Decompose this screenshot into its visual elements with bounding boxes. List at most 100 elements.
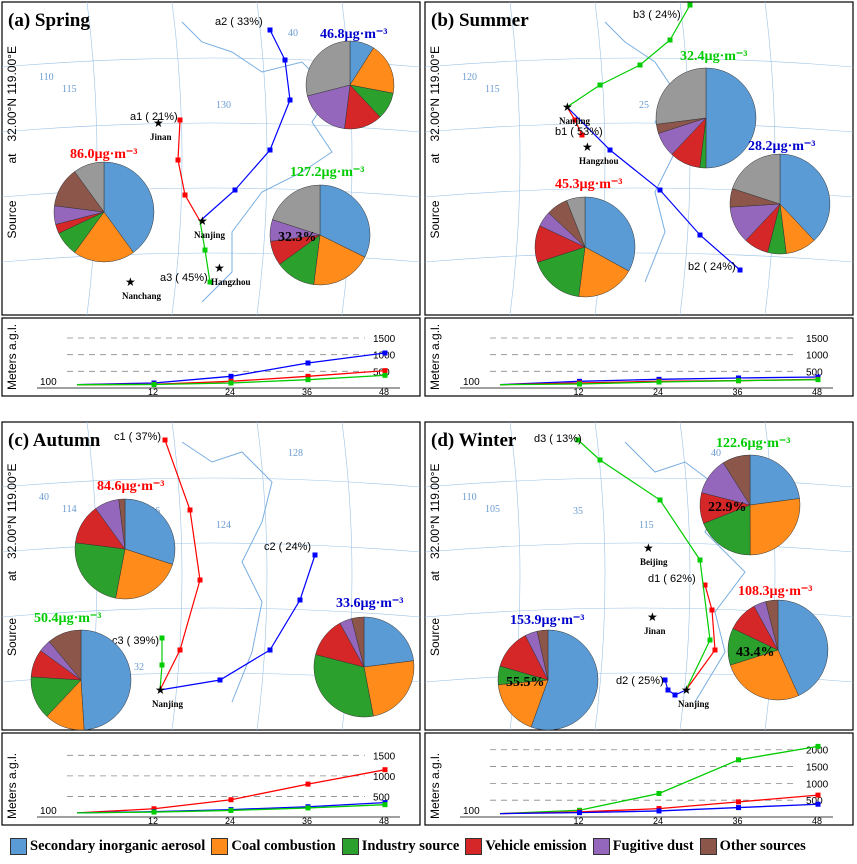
map-grid-label: 115 [62, 84, 77, 95]
pie-percent-label: 22.9% [708, 500, 747, 515]
meridian-line [86, 1, 98, 316]
pie-slice [497, 679, 549, 728]
height-xtick: 12 [574, 816, 584, 826]
city-label: Beijing [640, 557, 668, 567]
pie-slice [537, 246, 586, 297]
pie-slice [272, 184, 321, 236]
map-grid-label: 25 [639, 100, 649, 111]
height-series-point [305, 360, 311, 366]
trajectory-point [297, 597, 303, 603]
trajectory-label: d2 ( 25%) [616, 675, 664, 687]
height-series-point [656, 808, 662, 814]
trajectory-point [709, 607, 715, 613]
trajectory-point [182, 192, 188, 198]
legend-label: Vehicle emission [485, 837, 587, 854]
trajectory-point [175, 157, 181, 163]
pie-slice [530, 629, 599, 731]
panel-title: (a) Spring [8, 10, 90, 31]
pie-slice [732, 153, 781, 205]
pie-slice [351, 616, 365, 668]
city-star-icon: ★ [155, 683, 166, 697]
height-xtick: 12 [148, 816, 158, 826]
trajectory-point [672, 692, 678, 698]
pie-slice [779, 153, 831, 241]
panel-4: 105110115403530(d) WinterSourceat32.00°N… [424, 421, 854, 826]
height-series-point [736, 805, 741, 811]
height-ytick: 500 [373, 367, 390, 378]
legend-item-sia: Secondary inorganic aerosol [10, 837, 205, 855]
trajectory-label: d1 ( 62%) [648, 573, 696, 585]
side-axis-source: Source [428, 618, 442, 656]
pie-concentration-label: 153.9µg·m⁻³ [510, 613, 584, 628]
height-xtick: 36 [733, 387, 743, 397]
height-series-point [151, 806, 157, 812]
height-ytick: 1000 [373, 351, 396, 362]
parallel-line [1, 477, 421, 488]
height-xtick: 36 [302, 387, 312, 397]
city-label: Nanjing [559, 116, 591, 126]
pie-percent-label: 32.3% [278, 230, 317, 245]
height-base-label: 100 [463, 806, 480, 817]
height-xtick: 48 [812, 387, 822, 397]
height-series-point [736, 378, 741, 384]
legend-item-dust: Fugitive dust [592, 837, 694, 855]
meridian-line [509, 1, 521, 316]
legend-swatch-sia [10, 837, 27, 855]
height-ytick: 500 [373, 792, 390, 803]
trajectory-label: d3 ( 13%) [534, 433, 582, 445]
height-series-point [305, 377, 311, 383]
side-axis-at: at [428, 570, 442, 581]
height-series-point [815, 792, 821, 798]
side-axis-coord: 32.00°N 119.00°E [5, 464, 19, 559]
height-series-point [228, 797, 234, 803]
legend: Secondary inorganic aerosol Coal combust… [10, 835, 850, 857]
trajectory-point [697, 232, 703, 238]
height-series-point [228, 373, 234, 379]
trajectory-point [267, 27, 273, 33]
pie-slice [705, 67, 757, 169]
pie-slice [363, 660, 415, 717]
pie-concentration-label: 86.0µg·m⁻³ [70, 147, 137, 162]
pie-concentration-label: 84.6µg·m⁻³ [97, 479, 164, 494]
pie-slice [307, 84, 351, 129]
trajectory-point [282, 57, 288, 63]
trajectory-point [202, 247, 208, 253]
parallel-line [1, 607, 421, 618]
pie-slice [777, 599, 829, 696]
height-series-point [382, 350, 388, 356]
height-series-point [382, 368, 388, 374]
trajectory-label: c2 ( 24%) [264, 541, 311, 553]
height-series-point [815, 801, 821, 807]
trajectory-point [707, 637, 713, 643]
height-series-point [305, 373, 311, 379]
pie-slice [722, 454, 751, 506]
trajectory-point [662, 677, 668, 683]
map-grid-label: 128 [288, 448, 303, 459]
height-series-point [815, 377, 821, 383]
pie-concentration-label: 127.2µg·m⁻³ [290, 165, 364, 180]
side-axis-source: Source [5, 200, 19, 238]
map-grid-label: 105 [485, 504, 500, 515]
map-grid-label: 110 [462, 492, 477, 503]
height-series-point [305, 805, 311, 811]
height-series-point [305, 781, 311, 787]
trajectory-point [197, 577, 203, 583]
height-series-point [228, 380, 234, 386]
trajectory-line [685, 584, 716, 691]
legend-item-vehicle: Vehicle emission [465, 837, 587, 855]
trajectory-line [199, 29, 291, 222]
coastline [604, 21, 676, 283]
pie-concentration-label: 45.3µg·m⁻³ [555, 177, 622, 192]
trajectory-point [579, 132, 585, 138]
legend-item-coal: Coal combustion [211, 837, 336, 855]
pie-slice [566, 196, 586, 248]
height-series-point [736, 375, 741, 381]
pie-slice [313, 234, 366, 286]
map-grid-label: 110 [39, 72, 54, 83]
city-star-icon: ★ [681, 683, 692, 697]
pie-concentration-label: 50.4µg·m⁻³ [34, 611, 101, 626]
panel-title: (d) Winter [431, 430, 517, 451]
city-star-icon: ★ [582, 140, 593, 154]
city-label: Nanjing [678, 699, 710, 709]
trajectory-label: a3 ( 45%) [160, 272, 208, 284]
